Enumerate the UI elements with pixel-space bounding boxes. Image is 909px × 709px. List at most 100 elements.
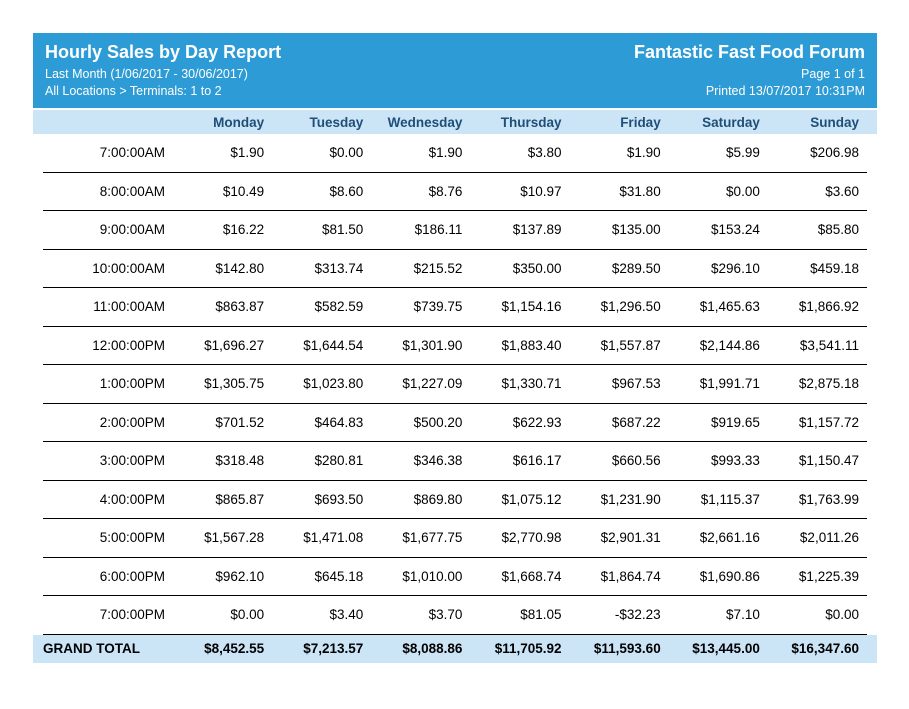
sales-value-cell: $5.99: [726, 145, 760, 161]
sales-value-cell: $1,150.47: [798, 453, 859, 469]
sales-value-cell: $85.80: [817, 222, 859, 238]
table-row: 1:00:00PM $1,305.75 $1,023.80 $1,227.09 $1,3…: [43, 365, 867, 404]
grand-total-value-cell: $8,452.55: [204, 641, 265, 656]
row-time-label: 10:00:00AM: [92, 260, 165, 276]
sales-value-cell: $1,225.39: [798, 568, 859, 584]
sales-value-cell: $31.80: [619, 183, 661, 199]
row-time-label: 9:00:00AM: [99, 222, 165, 238]
printed-timestamp: Printed 13/07/2017 10:31PM: [705, 84, 865, 98]
sales-value-cell: $10.97: [520, 183, 562, 199]
sales-value-cell: $8.76: [428, 183, 463, 199]
table-row: 11:00:00AM $863.87 $582.59 $739.75 $1,154.16…: [43, 288, 867, 327]
report-page: Hourly Sales by Day Report Last Month (1…: [33, 33, 877, 663]
sales-value-cell: $0.00: [825, 607, 859, 623]
row-time-label: 6:00:00PM: [99, 568, 165, 584]
table-row: 2:00:00PM $701.52 $464.83 $500.20 $622.93 $68…: [43, 404, 867, 442]
grand-total-value-cell: $7,213.57: [303, 641, 364, 656]
report-header-right: Fantastic Fast Food Forum Page 1 of 1 Pr…: [634, 40, 865, 100]
day-column-header: Sunday: [810, 114, 859, 130]
sales-value-cell: $280.81: [314, 453, 364, 469]
sales-value-cell: $1,154.16: [501, 299, 562, 315]
sales-value-cell: $865.87: [215, 491, 265, 507]
sales-value-cell: $1,301.90: [402, 337, 463, 353]
sales-value-cell: $1,866.92: [798, 299, 859, 315]
sales-value-cell: $0.00: [726, 183, 760, 199]
sales-value-cell: $1,305.75: [204, 376, 265, 392]
table-row: 7:00:00PM $0.00 $3.40 $3.70 $81.05 -$32.23 $7.…: [43, 596, 867, 635]
sales-value-cell: $993.33: [711, 453, 760, 469]
table-row: 8:00:00AM $10.49 $8.60 $8.76 $10.97 $31.80 $0.…: [43, 173, 867, 211]
sales-value-cell: $863.87: [215, 299, 265, 315]
row-time-label: 5:00:00PM: [99, 530, 165, 546]
report-period: Last Month (1/06/2017 - 30/06/2017): [45, 67, 248, 81]
row-time-label: 12:00:00PM: [92, 337, 165, 353]
sales-value-cell: $1,010.00: [402, 568, 463, 584]
sales-value-cell: $582.59: [314, 299, 364, 315]
sales-value-cell: $869.80: [413, 491, 463, 507]
sales-value-cell: $3,541.11: [799, 337, 859, 353]
grand-total-row: GRAND TOTAL $8,452.55 $7,213.57 $8,088.86 $1…: [33, 634, 877, 663]
sales-value-cell: $701.52: [215, 414, 265, 430]
report-scope: All Locations > Terminals: 1 to 2: [45, 84, 222, 98]
row-time-label: 8:00:00AM: [99, 183, 165, 199]
row-time-label: 1:00:00PM: [99, 376, 165, 392]
sales-value-cell: $1,991.71: [699, 376, 760, 392]
table-row: 6:00:00PM $962.10 $645.18 $1,010.00 $1,668.7…: [43, 558, 867, 596]
day-column-header: Saturday: [702, 114, 760, 130]
row-time-label: 11:00:00AM: [93, 299, 165, 315]
table-row: 7:00:00AM $1.90 $0.00 $1.90 $3.80 $1.90 $5.99 $…: [43, 134, 867, 173]
sales-value-cell: $2,144.86: [699, 337, 760, 353]
table-row: 9:00:00AM $16.22 $81.50 $186.11 $137.89 $135.…: [43, 211, 867, 250]
company-name: Fantastic Fast Food Forum: [633, 42, 865, 62]
sales-value-cell: $962.10: [215, 568, 265, 584]
page-indicator: Page 1 of 1: [801, 67, 865, 81]
grand-total-value-cell: $13,445.00: [692, 641, 760, 656]
sales-value-cell: $215.52: [413, 260, 463, 276]
sales-value-cell: $687.22: [611, 414, 661, 430]
sales-value-cell: $645.18: [314, 568, 364, 584]
sales-value-cell: $1.90: [428, 145, 463, 161]
sales-value-cell: $1,557.87: [600, 337, 661, 353]
sales-value-cell: $81.05: [520, 607, 562, 623]
sales-value-cell: -$32.23: [614, 607, 661, 623]
report-title: Hourly Sales by Day Report: [45, 42, 282, 62]
sales-value-cell: $1.90: [626, 145, 661, 161]
sales-value-cell: $919.65: [711, 414, 760, 430]
sales-value-cell: $3.70: [428, 607, 463, 623]
sales-value-cell: $1,330.71: [501, 376, 562, 392]
sales-value-cell: $186.11: [414, 222, 463, 238]
sales-value-cell: $206.98: [810, 145, 859, 161]
sales-value-cell: $153.24: [711, 222, 760, 238]
sales-value-cell: $8.60: [329, 183, 364, 199]
day-column-header: Monday: [213, 114, 265, 130]
grand-total-value-cell: $11,705.92: [494, 641, 562, 656]
table-body: 7:00:00AM $1.90 $0.00 $1.90 $3.80 $1.90 $5.99 $…: [33, 134, 877, 635]
grand-total-label: GRAND TOTAL: [43, 641, 140, 656]
row-time-label: 7:00:00AM: [99, 145, 165, 161]
sales-value-cell: $660.56: [611, 453, 661, 469]
day-column-header: Tuesday: [309, 114, 364, 130]
sales-value-cell: $459.18: [810, 260, 859, 276]
sales-value-cell: $1,115.37: [700, 491, 760, 507]
sales-value-cell: $350.00: [512, 260, 562, 276]
sales-value-cell: $616.17: [512, 453, 562, 469]
sales-value-cell: $1,023.80: [303, 376, 364, 392]
sales-value-cell: $7.10: [726, 607, 760, 623]
table-row: 4:00:00PM $865.87 $693.50 $869.80 $1,075.12 $…: [43, 481, 867, 519]
sales-value-cell: $1,644.54: [303, 337, 364, 353]
grand-total-value-cell: $8,088.86: [402, 641, 463, 656]
grand-total-value-cell: $16,347.60: [791, 641, 859, 656]
sales-value-cell: $346.38: [413, 453, 463, 469]
sales-value-cell: $739.75: [413, 299, 463, 315]
sales-value-cell: $1,227.09: [402, 376, 463, 392]
sales-value-cell: $296.10: [711, 260, 760, 276]
sales-value-cell: $622.93: [512, 414, 562, 430]
table-row: 10:00:00AM $142.80 $313.74 $215.52 $350.00 $2…: [43, 250, 867, 288]
sales-value-cell: $2,011.26: [799, 530, 859, 546]
sales-value-cell: $1,677.75: [402, 530, 463, 546]
sales-value-cell: $693.50: [314, 491, 364, 507]
table-row: 5:00:00PM $1,567.28 $1,471.08 $1,677.75 $2,7…: [43, 519, 867, 558]
sales-value-cell: $1,567.28: [204, 530, 265, 546]
sales-value-cell: $289.50: [611, 260, 661, 276]
sales-value-cell: $3.80: [527, 145, 562, 161]
